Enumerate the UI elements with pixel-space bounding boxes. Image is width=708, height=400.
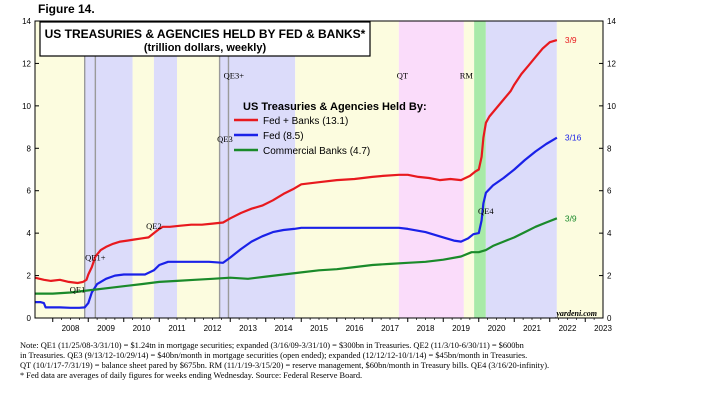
shaded-period <box>556 21 603 318</box>
chart: QE1 QE1+ QE2 QE3+ QE3 QT RM QE4 0 0 2 2 4 4 6 6 8 8 10 10 1… <box>22 17 616 333</box>
period-annotation: QE3+ <box>224 70 245 80</box>
y-tick-label-right: 10 <box>607 102 616 111</box>
y-tick-label-left: 8 <box>27 144 32 153</box>
legend-label: Fed + Banks (13.1) <box>263 116 348 127</box>
y-tick-label-right: 12 <box>607 59 616 68</box>
notes-block: Note: QE1 (11/25/08-3/31/10) = $1.24tn i… <box>20 341 700 381</box>
end-labels: 3/9 3/16 3/9 <box>565 35 582 223</box>
x-tick-label: 2009 <box>97 324 115 333</box>
y-tick-label-right: 8 <box>607 144 612 153</box>
annotations: QE1 QE1+ QE2 QE3+ QE3 QT RM QE4 <box>70 70 495 294</box>
series-line <box>34 39 558 285</box>
y-tick-label-left: 0 <box>27 314 32 323</box>
note-line: Note: QE1 (11/25/08-3/31/10) = $1.24tn i… <box>20 341 524 350</box>
x-tick-label: 2019 <box>452 324 470 333</box>
shaded-period <box>177 21 220 318</box>
shaded-period <box>398 21 464 318</box>
x-tick-label: 2016 <box>346 324 364 333</box>
legend-label: Commercial Banks (4.7) <box>263 146 370 157</box>
period-annotation: QE4 <box>478 206 494 216</box>
x-tick-label: 2008 <box>62 324 80 333</box>
x-tick-label: 2014 <box>275 324 293 333</box>
x-tick-label: 2020 <box>488 324 506 333</box>
x-tick-label: 2010 <box>133 324 151 333</box>
x-tick-label: 2012 <box>204 324 222 333</box>
x-tick-label: 2017 <box>381 324 399 333</box>
legend-title: US Treasuries & Agencies Held By: <box>243 101 427 113</box>
title-box: US TREASURIES & AGENCIES HELD BY FED & B… <box>39 21 371 57</box>
series-end-label: 3/16 <box>565 133 582 143</box>
series-line <box>35 136 558 309</box>
shaded-period <box>132 21 154 318</box>
shaded-periods <box>35 21 603 318</box>
y-tick-label-left: 4 <box>27 229 32 238</box>
x-tick-label: 2011 <box>168 324 186 333</box>
period-annotation: RM <box>460 70 474 80</box>
legend-label: Fed (8.5) <box>263 131 304 142</box>
shaded-period <box>84 21 133 318</box>
shaded-period <box>153 21 177 318</box>
y-tick-label-left: 12 <box>22 59 31 68</box>
x-tick-label: 2015 <box>310 324 328 333</box>
period-annotation: QE1 <box>70 285 86 295</box>
series-end-label: 3/9 <box>565 35 577 45</box>
period-annotation: QT <box>397 70 409 80</box>
period-annotation: QE3 <box>217 134 233 144</box>
x-tick-label: 2018 <box>417 324 435 333</box>
axes: 0 0 2 2 4 4 6 6 8 8 10 10 12 12 14 14 2008 2009 2010 2011 20… <box>22 17 616 333</box>
chart-title: US TREASURIES & AGENCIES HELD BY FED & B… <box>45 27 366 41</box>
x-tick-label: 2023 <box>594 324 612 333</box>
vertical-markers <box>83 21 230 318</box>
y-tick-label-right: 6 <box>607 187 612 196</box>
period-annotation: QE2 <box>146 221 162 231</box>
legend: US Treasuries & Agencies Held By: Fed + … <box>234 101 427 157</box>
shaded-period <box>295 21 399 318</box>
y-tick-label-right: 14 <box>607 17 616 26</box>
series-line <box>35 217 558 295</box>
x-tick-label: 2021 <box>523 324 541 333</box>
series-lines <box>34 39 558 309</box>
y-tick-label-right: 2 <box>607 272 612 281</box>
shaded-period-lead <box>35 21 85 318</box>
figure-label: Figure 14. <box>38 2 95 16</box>
x-tick-label: 2013 <box>239 324 257 333</box>
y-tick-label-left: 10 <box>22 102 31 111</box>
series-end-label: 3/9 <box>565 213 577 223</box>
shaded-period <box>485 21 557 318</box>
watermark: yardeni.com <box>555 309 597 318</box>
shaded-period <box>474 21 486 318</box>
x-tick-label: 2022 <box>559 324 577 333</box>
y-tick-label-left: 6 <box>27 187 32 196</box>
shaded-period <box>219 21 296 318</box>
y-tick-label-left: 14 <box>22 17 31 26</box>
note-line: in Treasuries. QE3 (9/13/12-10/29/14) = … <box>20 351 528 360</box>
y-tick-label-right: 4 <box>607 229 612 238</box>
note-line: QT (10/1/17-7/31/19) = balance sheet par… <box>20 361 550 370</box>
period-annotation: QE1+ <box>85 253 106 263</box>
y-tick-label-left: 2 <box>27 272 32 281</box>
y-tick-label-right: 0 <box>607 314 612 323</box>
note-line: * Fed data are averages of daily figures… <box>20 371 363 380</box>
shaded-period <box>463 21 475 318</box>
chart-subtitle: (trillion dollars, weekly) <box>144 42 267 54</box>
